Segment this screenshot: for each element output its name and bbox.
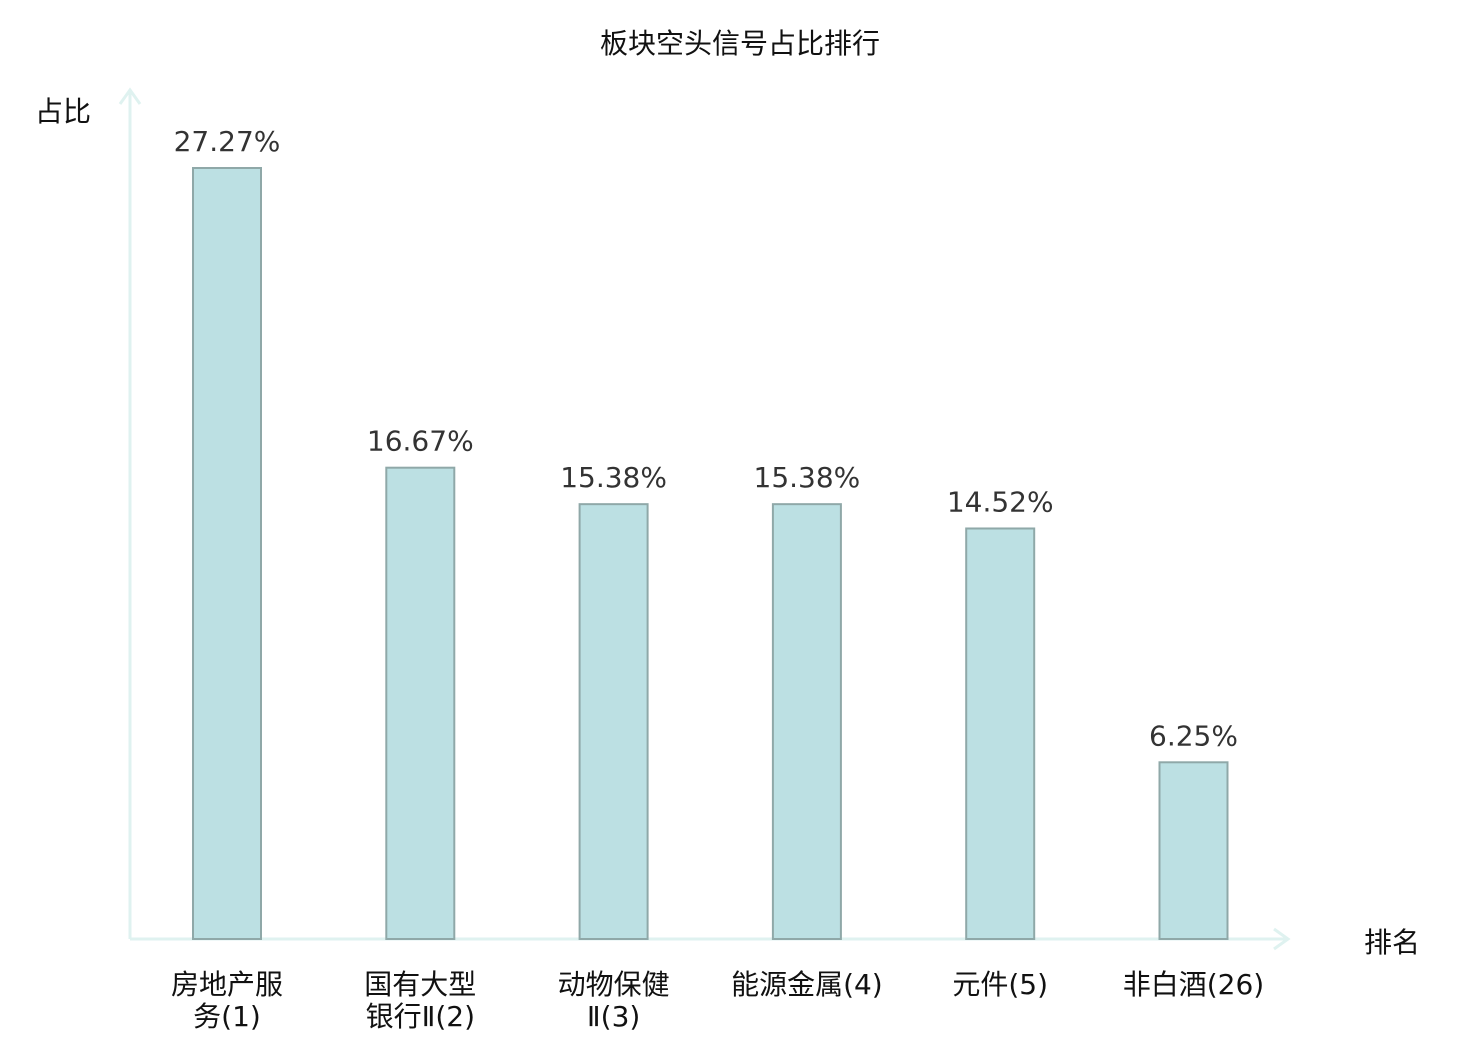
bar [771, 503, 842, 940]
x-axis-label: 排名 [1364, 926, 1420, 959]
bar [192, 167, 262, 940]
x-tick-label: 银行Ⅱ(2) [366, 1000, 475, 1033]
x-tick-label: 房地产服 [171, 968, 283, 1001]
data-label: 15.38% [754, 461, 861, 494]
data-label: 15.38% [560, 461, 667, 494]
bar [385, 466, 456, 940]
bar [1158, 761, 1229, 940]
y-axis-label: 占比 [35, 95, 91, 128]
x-tick-label: 务(1) [193, 1000, 261, 1033]
data-label: 14.52% [947, 485, 1054, 518]
bar [965, 527, 1036, 941]
x-tick-label: 动物保健 [558, 968, 670, 1001]
x-tick-label: 国有大型 [364, 968, 476, 1001]
data-label: 16.67% [367, 425, 474, 458]
y-axis-arrow-icon [118, 87, 142, 105]
data-label: 27.27% [174, 125, 281, 158]
x-tick-label: Ⅱ(3) [587, 1000, 640, 1033]
x-tick-label: 非白酒(26) [1123, 968, 1264, 1001]
data-label: 6.25% [1149, 719, 1238, 752]
axes [118, 87, 1291, 951]
x-tick-label: 元件(5) [952, 968, 1048, 1001]
bar [578, 503, 649, 940]
chart-title: 板块空头信号占比排行 [600, 27, 880, 60]
x-axis-arrow-icon [1273, 927, 1291, 951]
x-tick-label: 能源金属(4) [731, 968, 883, 1001]
